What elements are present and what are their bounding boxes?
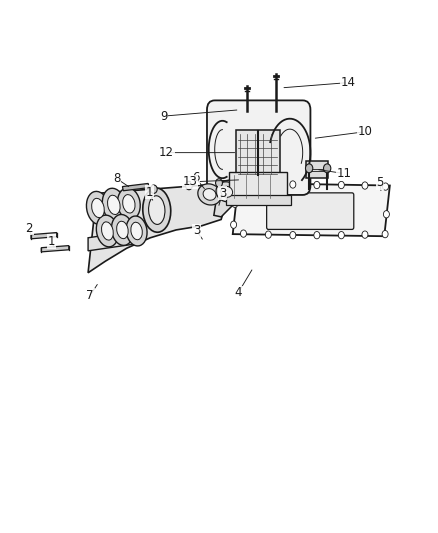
Circle shape [362,182,368,189]
Circle shape [324,164,331,173]
Ellipse shape [86,191,110,224]
Ellipse shape [117,221,128,239]
Ellipse shape [123,195,135,213]
Circle shape [230,221,237,228]
Text: 9: 9 [160,110,168,123]
Ellipse shape [96,215,118,247]
Polygon shape [123,183,149,191]
FancyBboxPatch shape [306,161,328,177]
Ellipse shape [198,184,221,205]
FancyBboxPatch shape [226,195,291,205]
Circle shape [232,200,238,207]
FancyBboxPatch shape [267,193,354,229]
Circle shape [290,181,296,188]
Circle shape [186,181,192,190]
Text: 12: 12 [159,146,174,159]
Text: 2: 2 [25,222,33,235]
Polygon shape [88,183,232,273]
Ellipse shape [102,188,125,222]
Circle shape [382,230,388,238]
Ellipse shape [117,188,140,220]
Ellipse shape [143,188,171,232]
Polygon shape [214,179,243,217]
Ellipse shape [111,214,134,245]
Circle shape [265,231,272,238]
Text: 3: 3 [219,187,226,200]
Polygon shape [41,246,69,252]
FancyBboxPatch shape [236,130,280,177]
Polygon shape [31,232,57,239]
Text: 6: 6 [192,171,199,184]
Circle shape [265,181,272,188]
Circle shape [305,164,313,173]
Circle shape [362,231,368,238]
FancyBboxPatch shape [230,172,287,200]
Text: 1: 1 [48,235,55,248]
Polygon shape [233,183,390,236]
Ellipse shape [102,222,113,240]
Circle shape [290,231,296,239]
Ellipse shape [203,189,216,200]
Circle shape [338,231,344,239]
Circle shape [240,182,247,189]
Circle shape [150,185,157,193]
Ellipse shape [216,182,237,202]
Circle shape [215,179,223,187]
Circle shape [314,231,320,239]
Text: 11: 11 [337,167,352,180]
Text: 7: 7 [86,289,94,302]
Circle shape [338,181,344,189]
Text: 14: 14 [340,76,355,89]
Circle shape [240,230,247,237]
Text: 4: 4 [235,286,242,299]
Text: 3: 3 [193,224,200,238]
Text: 5: 5 [376,176,384,189]
Circle shape [383,211,389,218]
Circle shape [314,181,320,189]
Text: 8: 8 [113,172,120,185]
Ellipse shape [108,195,120,214]
Ellipse shape [131,222,142,240]
Text: 13: 13 [182,175,197,188]
Ellipse shape [148,196,165,224]
Circle shape [382,183,389,190]
Ellipse shape [221,187,233,197]
Text: 1: 1 [146,186,153,199]
Polygon shape [88,230,142,251]
FancyBboxPatch shape [207,100,311,195]
Text: 10: 10 [357,125,372,138]
Ellipse shape [126,216,147,246]
Ellipse shape [92,198,104,217]
